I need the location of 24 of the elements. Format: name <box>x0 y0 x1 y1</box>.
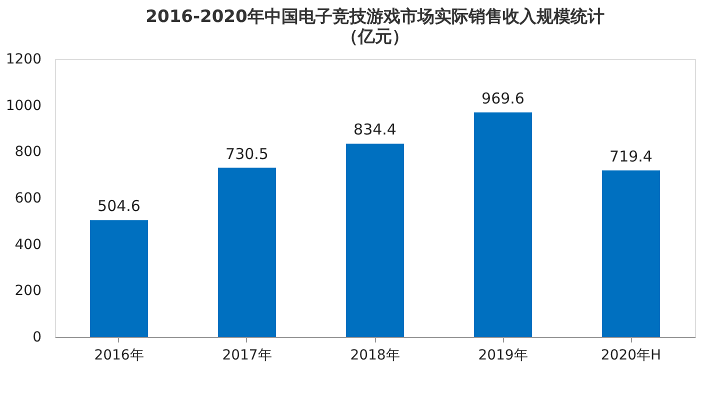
y-tick-label: 400 <box>14 236 42 253</box>
bar <box>474 112 532 337</box>
x-tick-label: 2018年 <box>350 348 400 364</box>
bar <box>90 220 148 337</box>
y-tick-label: 0 <box>32 330 42 346</box>
bar <box>346 144 404 337</box>
y-tick-label: 1000 <box>6 98 42 114</box>
data-label: 730.5 <box>226 144 268 163</box>
y-tick-label: 800 <box>14 144 42 160</box>
bar <box>218 168 276 337</box>
data-label: 719.4 <box>610 147 652 166</box>
y-tick-label: 200 <box>14 283 42 300</box>
chart-subtitle: （亿元） <box>341 27 409 47</box>
x-tick-label: 2019年 <box>478 348 528 364</box>
data-label: 969.6 <box>482 89 524 108</box>
chart-title: 2016-2020年中国电子竞技游戏市场实际销售收入规模统计 <box>146 7 604 27</box>
bar <box>602 170 660 337</box>
x-tick-label: 2020年H <box>600 348 662 364</box>
data-label: 504.6 <box>98 197 140 216</box>
y-tick-label: 600 <box>14 190 42 206</box>
x-tick-label: 2016年 <box>94 348 144 364</box>
x-tick-label: 2017年 <box>222 348 272 364</box>
y-tick-label: 1200 <box>6 52 42 68</box>
data-label: 834.4 <box>354 120 396 139</box>
